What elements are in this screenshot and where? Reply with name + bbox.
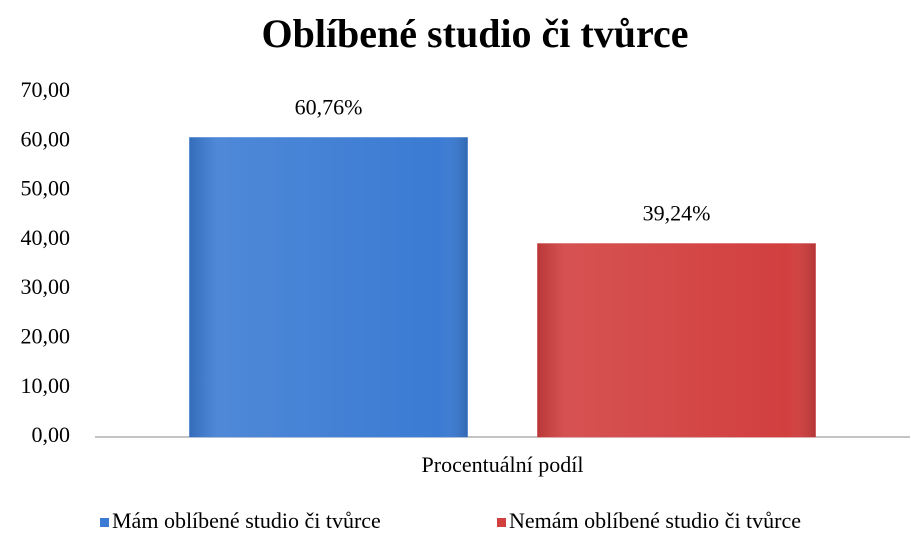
chart-title: Oblíbené studio či tvůrce bbox=[261, 11, 688, 56]
legend-marker bbox=[100, 518, 109, 527]
data-label: 60,76% bbox=[295, 95, 363, 120]
y-tick-label: 50,00 bbox=[21, 176, 71, 201]
bar bbox=[537, 243, 816, 438]
y-tick-label: 60,00 bbox=[21, 126, 71, 151]
legend-marker bbox=[497, 518, 506, 527]
data-label: 39,24% bbox=[643, 201, 711, 226]
legend-label: Nemám oblíbené studio či tvůrce bbox=[509, 508, 801, 533]
y-tick-label: 40,00 bbox=[21, 225, 71, 250]
y-tick-label: 70,00 bbox=[21, 77, 71, 102]
bar bbox=[189, 137, 468, 438]
y-tick-label: 0,00 bbox=[32, 422, 71, 447]
y-tick-label: 30,00 bbox=[21, 274, 71, 299]
y-tick-label: 20,00 bbox=[21, 323, 71, 348]
x-tick-label: Procentuální podíl bbox=[422, 452, 584, 477]
y-tick-label: 10,00 bbox=[21, 373, 71, 398]
legend-label: Mám oblíbené studio či tvůrce bbox=[112, 508, 381, 533]
